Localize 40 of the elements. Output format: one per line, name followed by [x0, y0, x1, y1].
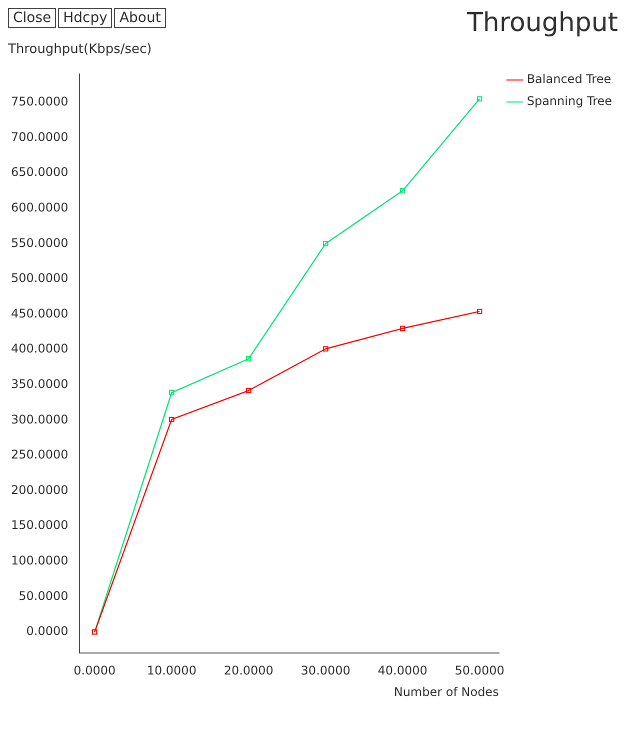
y-tick-label: 100.0000 — [10, 554, 68, 568]
point — [169, 390, 174, 396]
point — [476, 308, 482, 314]
text: About — [114, 8, 166, 28]
point — [400, 326, 406, 332]
legend-label: Spanning Tree — [526, 94, 612, 108]
y-tick-label: 550.0000 — [10, 236, 68, 250]
x-tick-label: 10.0000 — [146, 664, 196, 678]
y-tick-label: 600.0000 — [10, 200, 68, 214]
y-tick-label: 500.0000 — [10, 271, 68, 286]
y-tick-label: 300.0000 — [10, 412, 68, 426]
y-axis-title: Throughput(Kbps/sec) — [8, 42, 153, 59]
y-tick-label: 200.0000 — [10, 482, 68, 497]
y-tick-label: 450.0000 — [10, 306, 68, 320]
y-tick-label: 700.0000 — [10, 130, 68, 144]
point — [246, 356, 252, 362]
x-tick-label: 40.0000 — [378, 664, 428, 678]
y-tick-label: 150.0000 — [10, 518, 68, 532]
point — [476, 96, 482, 102]
text: Hdcpy — [58, 8, 112, 28]
point — [322, 241, 328, 246]
y-tick-label: 0.0000 — [26, 624, 68, 638]
x-tick-label: 30.0000 — [300, 664, 350, 678]
chart-title: Throughput — [466, 8, 619, 38]
point — [400, 188, 406, 194]
legend-label: Balanced Tree — [526, 72, 612, 86]
point — [169, 416, 174, 422]
x-tick-label: 20.0000 — [224, 664, 274, 678]
x-tick-label: 50.0000 — [454, 664, 504, 678]
y-tick-label: 250.0000 — [10, 448, 68, 462]
y-tick-label: 50.0000 — [18, 588, 68, 603]
y-tick-label: 750.0000 — [10, 94, 68, 109]
y-tick-label: 400.0000 — [10, 342, 68, 356]
y-tick-label: 350.0000 — [10, 377, 68, 392]
text: Close — [8, 8, 56, 28]
x-axis-title: Number of Nodes — [394, 684, 499, 699]
y-tick-label: 650.0000 — [10, 165, 68, 180]
point — [322, 346, 328, 352]
point — [246, 388, 252, 394]
x-tick-label: 0.0000 — [74, 664, 116, 678]
